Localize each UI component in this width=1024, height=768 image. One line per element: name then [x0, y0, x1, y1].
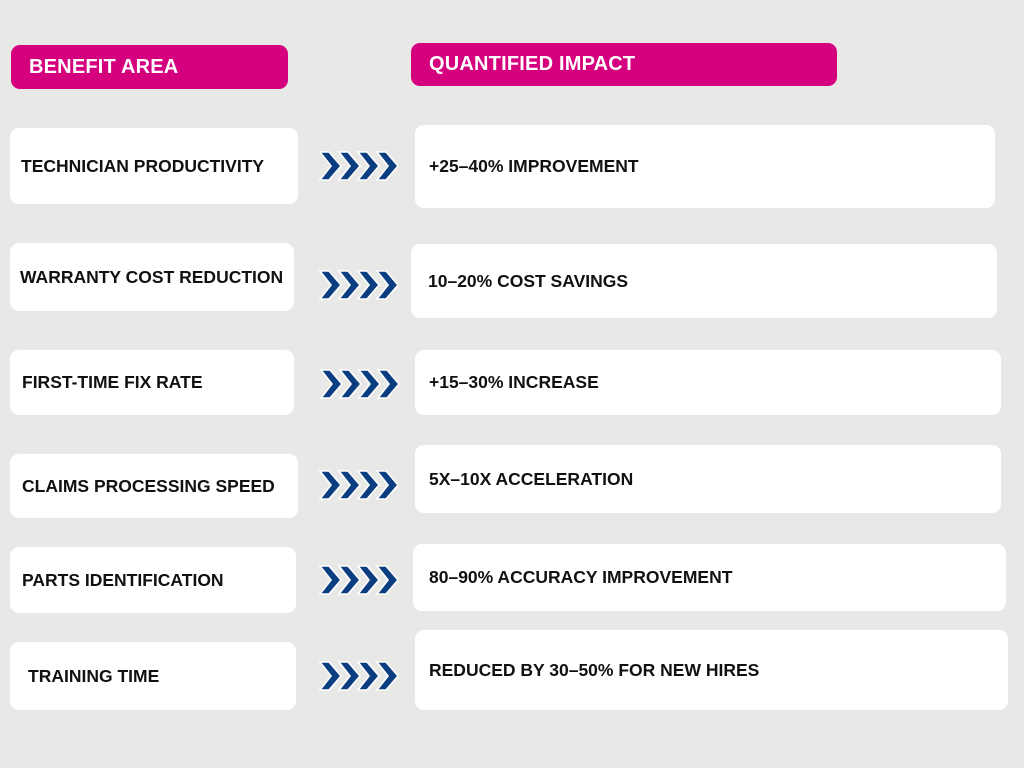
- chevron-icon: [375, 661, 400, 691]
- chevron-icon: [318, 270, 343, 300]
- chevron-arrows-svg: [318, 661, 400, 691]
- chevron-icon: [337, 151, 362, 181]
- chevron-icon: [356, 470, 381, 500]
- chevron-icon: [357, 369, 382, 399]
- chevron-icon: [337, 470, 362, 500]
- benefit-label: TECHNICIAN PRODUCTIVITY: [21, 155, 265, 176]
- chevron-icon: [338, 369, 363, 399]
- chevron-arrows-icon: [318, 470, 400, 500]
- impact-card: REDUCED BY 30–50% FOR NEW HIRES: [415, 630, 1008, 710]
- impact-label: +15–30% INCREASE: [429, 372, 599, 392]
- impact-card: 10–20% COST SAVINGS: [411, 244, 997, 318]
- chevron-icon: [375, 470, 400, 500]
- benefit-card: PARTS IDENTIFICATION: [10, 547, 296, 613]
- chevron-arrows-icon: [318, 151, 400, 181]
- chevron-arrows-svg: [318, 470, 400, 500]
- benefit-label: CLAIMS PROCESSING SPEED: [22, 475, 275, 496]
- benefit-card: TRAINING TIME: [10, 642, 296, 710]
- chevron-icon: [356, 565, 381, 595]
- impact-card: 5X–10X ACCELERATION: [415, 445, 1001, 513]
- quantified-impact-header-label: QUANTIFIED IMPACT: [429, 53, 636, 75]
- chevron-arrows-icon: [319, 369, 401, 399]
- benefit-label: WARRANTY COST REDUCTION: [20, 266, 284, 287]
- impact-label: REDUCED BY 30–50% FOR NEW HIRES: [429, 659, 760, 680]
- benefit-label: FIRST-TIME FIX RATE: [22, 372, 203, 392]
- chevron-icon: [376, 369, 401, 399]
- chevron-icon: [319, 369, 344, 399]
- impact-card: +15–30% INCREASE: [415, 350, 1001, 415]
- impact-label: 10–20% COST SAVINGS: [428, 270, 629, 291]
- chevron-icon: [318, 470, 343, 500]
- chevron-arrows-icon: [318, 661, 400, 691]
- chevron-icon: [337, 270, 362, 300]
- chevron-icon: [375, 270, 400, 300]
- benefit-card: CLAIMS PROCESSING SPEED: [10, 454, 298, 518]
- chevron-icon: [337, 565, 362, 595]
- impact-card: +25–40% IMPROVEMENT: [415, 125, 995, 208]
- chevron-arrows-svg: [319, 369, 401, 399]
- chevron-arrows-icon: [318, 270, 400, 300]
- benefit-card: WARRANTY COST REDUCTION: [10, 243, 294, 311]
- chevron-arrows-svg: [318, 270, 400, 300]
- benefit-label: TRAINING TIME: [28, 665, 160, 686]
- chevron-arrows-icon: [318, 565, 400, 595]
- benefit-label: PARTS IDENTIFICATION: [22, 569, 224, 590]
- chevron-icon: [375, 565, 400, 595]
- benefit-card: FIRST-TIME FIX RATE: [10, 350, 294, 415]
- benefit-area-header-label: BENEFIT AREA: [29, 55, 179, 78]
- impact-label: 5X–10X ACCELERATION: [429, 468, 634, 489]
- impact-card: 80–90% ACCURACY IMPROVEMENT: [413, 544, 1006, 611]
- chevron-icon: [318, 151, 343, 181]
- quantified-impact-header: QUANTIFIED IMPACT: [411, 43, 837, 86]
- chevron-arrows-svg: [318, 565, 400, 595]
- chevron-icon: [337, 661, 362, 691]
- chevron-icon: [356, 270, 381, 300]
- benefit-card: TECHNICIAN PRODUCTIVITY: [10, 128, 298, 204]
- chevron-icon: [356, 661, 381, 691]
- chevron-icon: [318, 565, 343, 595]
- impact-label: +25–40% IMPROVEMENT: [429, 156, 639, 176]
- chevron-icon: [375, 151, 400, 181]
- chevron-icon: [356, 151, 381, 181]
- chevron-arrows-svg: [318, 151, 400, 181]
- chevron-icon: [318, 661, 343, 691]
- impact-label: 80–90% ACCURACY IMPROVEMENT: [429, 567, 733, 587]
- benefit-area-header: BENEFIT AREA: [11, 45, 288, 89]
